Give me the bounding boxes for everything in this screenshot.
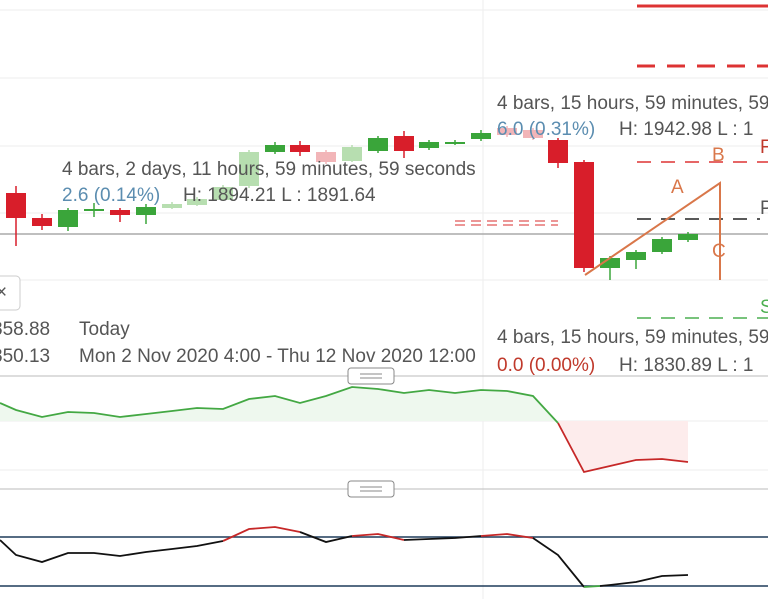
measure-label: 4 bars, 15 hours, 59 minutes, 59 seconds xyxy=(497,93,768,114)
candle-body xyxy=(394,136,414,151)
abc-pattern xyxy=(584,181,721,280)
legend-text: Today xyxy=(79,319,130,340)
oscillator-line xyxy=(583,585,601,588)
candle-body xyxy=(445,142,465,144)
oscillator-line xyxy=(480,533,534,539)
candle-body xyxy=(290,145,310,152)
oscillator-line xyxy=(222,526,301,542)
candle-body xyxy=(626,252,646,260)
candle-body xyxy=(497,128,517,135)
candle-body xyxy=(368,138,388,151)
legend-text: Mon 2 Nov 2020 4:00 - Thu 12 Nov 2020 12… xyxy=(79,346,476,367)
candle-body xyxy=(32,218,52,226)
candle-body xyxy=(342,147,362,161)
candle-body xyxy=(6,193,26,218)
measure-range: H: 1894.21 L : 1891.64 xyxy=(183,185,376,206)
indicator-fill xyxy=(0,387,558,423)
candle-body xyxy=(678,234,698,240)
measure-range: H: 1942.98 L : 1 xyxy=(619,119,754,140)
oscillator-line xyxy=(351,533,405,541)
drawings xyxy=(0,4,768,588)
candle-body xyxy=(523,130,543,138)
measure-range: H: 1830.89 L : 1 xyxy=(619,355,754,376)
pane-handle[interactable] xyxy=(347,367,395,385)
edge-label: F xyxy=(760,137,768,158)
edge-label: P xyxy=(760,198,768,219)
candle-body xyxy=(58,210,78,227)
candle-body xyxy=(136,207,156,215)
candle-body xyxy=(265,145,285,152)
oscillator-line xyxy=(532,537,585,588)
oscillator-line xyxy=(0,539,224,563)
candle-body xyxy=(162,204,182,208)
candle-body xyxy=(84,209,104,211)
indicator-line xyxy=(557,422,689,474)
candle-body xyxy=(213,187,233,200)
oscillator-line xyxy=(599,574,689,587)
close-icon[interactable]: × xyxy=(0,282,7,303)
candle-body xyxy=(187,199,207,205)
candle-body xyxy=(471,133,491,139)
candle-body xyxy=(239,152,259,186)
oscillator-line xyxy=(403,535,482,541)
candle-body xyxy=(548,140,568,163)
edge-label: S xyxy=(760,297,768,318)
measure-change: 6.0 (0.31%) xyxy=(497,119,595,140)
candle-body xyxy=(110,210,130,215)
pane-handle[interactable] xyxy=(347,480,395,498)
candle-body xyxy=(652,239,672,252)
legend-price: 858.88 xyxy=(0,319,50,340)
oscillator-line xyxy=(299,531,353,543)
pattern-label: C xyxy=(712,241,726,262)
pattern-label: A xyxy=(671,177,684,198)
candle-body xyxy=(419,142,439,148)
close-button[interactable] xyxy=(0,275,21,311)
measure-label: 4 bars, 15 hours, 59 minutes, 59 seconds xyxy=(497,327,768,348)
indicator-line xyxy=(0,386,559,424)
candle-body xyxy=(316,152,336,162)
legend-price: 850.13 xyxy=(0,346,50,367)
measure-change: 2.6 (0.14%) xyxy=(62,185,160,206)
candle-body xyxy=(600,258,620,268)
measure-change: 0.0 (0.00%) xyxy=(497,355,595,376)
measure-label: 4 bars, 2 days, 11 hours, 59 minutes, 59… xyxy=(62,159,476,180)
pattern-label: B xyxy=(712,145,725,166)
indicator-fill xyxy=(558,421,688,472)
candle-body xyxy=(574,162,594,268)
